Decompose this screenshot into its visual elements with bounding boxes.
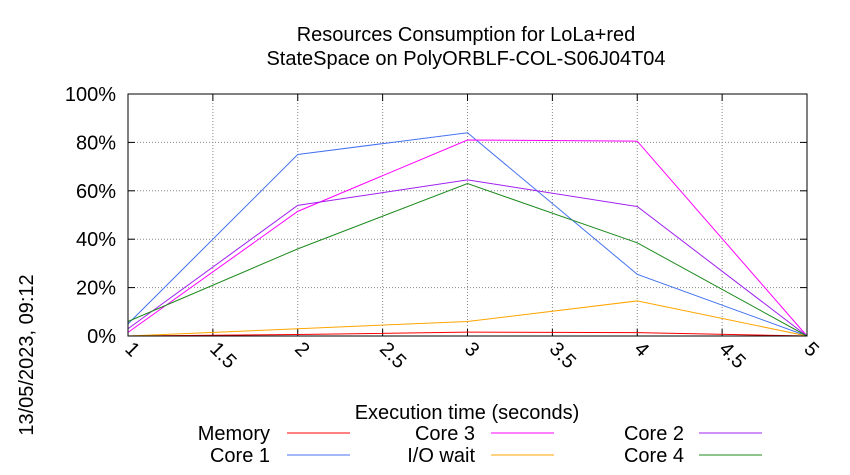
chart-title-line1: Resources Consumption for LoLa+red	[297, 24, 636, 46]
series-line-core-3	[127, 139, 808, 337]
series-line-core-2	[127, 179, 808, 337]
legend-label: Core 3	[415, 423, 475, 445]
plot-frame	[127, 93, 808, 337]
x-tick-label: 3	[460, 338, 483, 361]
series-lines	[127, 132, 808, 337]
legend-label: Core 4	[624, 445, 684, 467]
series-line-core-4	[127, 183, 808, 337]
legend-label: Memory	[198, 423, 270, 445]
y-axis-ticks: 0% 20% 40% 60% 80% 100%	[65, 84, 807, 348]
series-line-memory	[127, 331, 808, 337]
y-tick-label: 0%	[87, 326, 116, 348]
series-line-i-o-wait	[127, 300, 808, 337]
x-tick-label: 4	[630, 338, 653, 361]
y-tick-label: 20%	[76, 278, 116, 300]
x-axis-label: Execution time (seconds)	[355, 402, 580, 424]
x-tick-label: 1	[120, 338, 143, 361]
y-tick-label: 100%	[65, 84, 116, 106]
x-tick-label: 2.5	[375, 338, 410, 373]
x-tick-label: 5	[799, 338, 822, 361]
chart-title-line2: StateSpace on PolyORBLF-COL-S06J04T04	[266, 48, 665, 70]
x-tick-label: 4.5	[715, 338, 750, 373]
x-tick-label: 1.5	[205, 338, 240, 373]
x-tick-label: 3.5	[545, 338, 580, 373]
series-line-core-1	[127, 132, 808, 337]
grid-lines	[128, 94, 807, 336]
legend-label: Core 2	[624, 423, 684, 445]
y-tick-label: 80%	[76, 132, 116, 154]
y-tick-label: 40%	[76, 229, 116, 251]
timestamp-label: 13/05/2023, 09:12	[16, 274, 38, 435]
y-tick-label: 60%	[76, 181, 116, 203]
legend-label: I/O wait	[407, 445, 475, 467]
x-tick-label: 2	[290, 338, 313, 361]
legend-label: Core 1	[210, 445, 270, 467]
